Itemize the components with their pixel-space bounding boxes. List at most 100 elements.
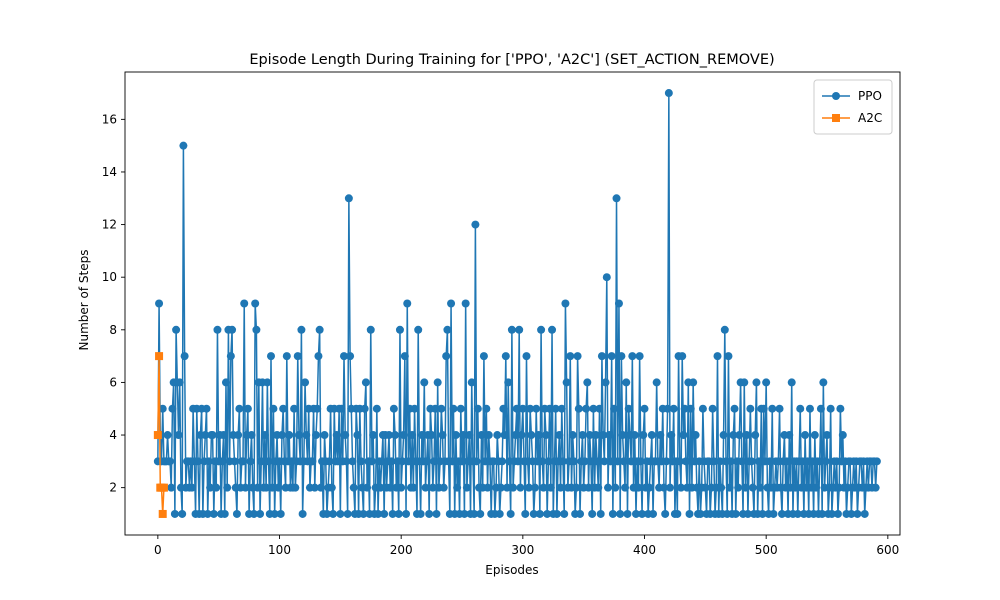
data-point-ppo bbox=[422, 457, 431, 466]
data-point-ppo bbox=[493, 431, 502, 440]
data-point-ppo bbox=[627, 457, 636, 466]
data-point-ppo bbox=[315, 325, 324, 334]
y-tick-label: 8 bbox=[109, 323, 117, 337]
data-point-ppo bbox=[279, 404, 288, 413]
data-point-ppo bbox=[679, 431, 688, 440]
data-point-ppo bbox=[276, 509, 285, 518]
data-point-ppo bbox=[442, 352, 451, 361]
data-point-ppo bbox=[617, 352, 626, 361]
data-point-ppo bbox=[758, 509, 767, 518]
data-point-ppo bbox=[298, 509, 307, 518]
data-point-ppo bbox=[576, 509, 585, 518]
data-point-ppo bbox=[725, 483, 734, 492]
data-point-ppo bbox=[847, 509, 856, 518]
data-point-ppo bbox=[756, 483, 765, 492]
data-point-ppo bbox=[218, 457, 227, 466]
x-tick-label: 100 bbox=[268, 543, 291, 557]
data-point-ppo bbox=[853, 509, 862, 518]
data-point-ppo bbox=[329, 509, 338, 518]
data-point-ppo bbox=[193, 457, 202, 466]
data-point-ppo bbox=[344, 194, 353, 203]
data-point-ppo bbox=[746, 404, 755, 413]
data-point-ppo bbox=[290, 404, 299, 413]
data-point-ppo bbox=[343, 509, 352, 518]
data-point-ppo bbox=[635, 352, 644, 361]
data-point-ppo bbox=[815, 457, 824, 466]
data-point-ppo bbox=[417, 431, 426, 440]
data-point-ppo bbox=[872, 457, 881, 466]
data-point-a2c bbox=[159, 483, 168, 492]
data-point-ppo bbox=[398, 457, 407, 466]
data-point-ppo bbox=[266, 352, 275, 361]
data-point-ppo bbox=[404, 457, 413, 466]
data-point-ppo bbox=[503, 483, 512, 492]
data-point-ppo bbox=[740, 378, 749, 387]
data-point-ppo bbox=[823, 431, 832, 440]
data-point-ppo bbox=[241, 483, 250, 492]
data-point-ppo bbox=[691, 431, 700, 440]
data-point-ppo bbox=[179, 141, 188, 150]
data-point-ppo bbox=[821, 457, 830, 466]
data-point-ppo bbox=[447, 299, 456, 308]
data-point-ppo bbox=[537, 325, 546, 334]
data-point-ppo bbox=[673, 509, 682, 518]
data-point-ppo bbox=[717, 483, 726, 492]
x-axis-label: Episodes bbox=[485, 563, 538, 577]
data-point-ppo bbox=[791, 483, 800, 492]
data-point-ppo bbox=[616, 509, 625, 518]
data-point-ppo bbox=[512, 404, 521, 413]
data-point-ppo bbox=[174, 431, 183, 440]
data-point-ppo bbox=[314, 352, 323, 361]
data-point-ppo bbox=[515, 325, 524, 334]
data-point-ppo bbox=[363, 483, 372, 492]
data-point-ppo bbox=[386, 483, 395, 492]
data-point-ppo bbox=[611, 483, 620, 492]
data-point-ppo bbox=[561, 299, 570, 308]
data-point-ppo bbox=[313, 404, 322, 413]
data-point-ppo bbox=[580, 457, 589, 466]
data-point-ppo bbox=[522, 352, 531, 361]
data-point-ppo bbox=[622, 378, 631, 387]
data-point-a2c bbox=[158, 509, 167, 518]
data-point-ppo bbox=[349, 483, 358, 492]
data-point-ppo bbox=[513, 457, 522, 466]
data-point-ppo bbox=[656, 431, 665, 440]
y-tick-label: 4 bbox=[109, 428, 117, 442]
data-point-ppo bbox=[239, 457, 248, 466]
data-point-ppo bbox=[449, 404, 458, 413]
data-point-ppo bbox=[427, 431, 436, 440]
legend-marker-a2c bbox=[832, 114, 840, 122]
data-point-ppo bbox=[477, 431, 486, 440]
data-point-ppo bbox=[801, 431, 810, 440]
data-point-ppo bbox=[297, 325, 306, 334]
data-point-ppo bbox=[582, 404, 591, 413]
data-point-ppo bbox=[782, 457, 791, 466]
data-point-ppo bbox=[526, 404, 535, 413]
data-point-ppo bbox=[293, 352, 302, 361]
data-point-ppo bbox=[659, 483, 668, 492]
data-point-ppo bbox=[443, 325, 452, 334]
data-point-ppo bbox=[729, 431, 738, 440]
x-tick-label: 400 bbox=[633, 543, 656, 557]
data-point-ppo bbox=[596, 509, 605, 518]
data-point-ppo bbox=[414, 325, 423, 334]
data-point-ppo bbox=[754, 457, 763, 466]
data-point-ppo bbox=[470, 509, 479, 518]
data-point-ppo bbox=[203, 509, 212, 518]
data-point-ppo bbox=[257, 457, 266, 466]
data-point-ppo bbox=[453, 483, 462, 492]
data-point-ppo bbox=[327, 483, 336, 492]
data-point-ppo bbox=[524, 483, 533, 492]
data-point-ppo bbox=[320, 431, 329, 440]
data-point-ppo bbox=[678, 352, 687, 361]
data-point-ppo bbox=[751, 431, 760, 440]
data-point-ppo bbox=[538, 457, 547, 466]
data-point-ppo bbox=[521, 509, 530, 518]
data-point-ppo bbox=[219, 431, 228, 440]
data-point-ppo bbox=[403, 299, 412, 308]
data-point-ppo bbox=[748, 483, 757, 492]
x-tick-label: 200 bbox=[390, 543, 413, 557]
data-point-ppo bbox=[623, 509, 632, 518]
data-point-ppo bbox=[496, 483, 505, 492]
y-tick-label: 12 bbox=[102, 218, 117, 232]
